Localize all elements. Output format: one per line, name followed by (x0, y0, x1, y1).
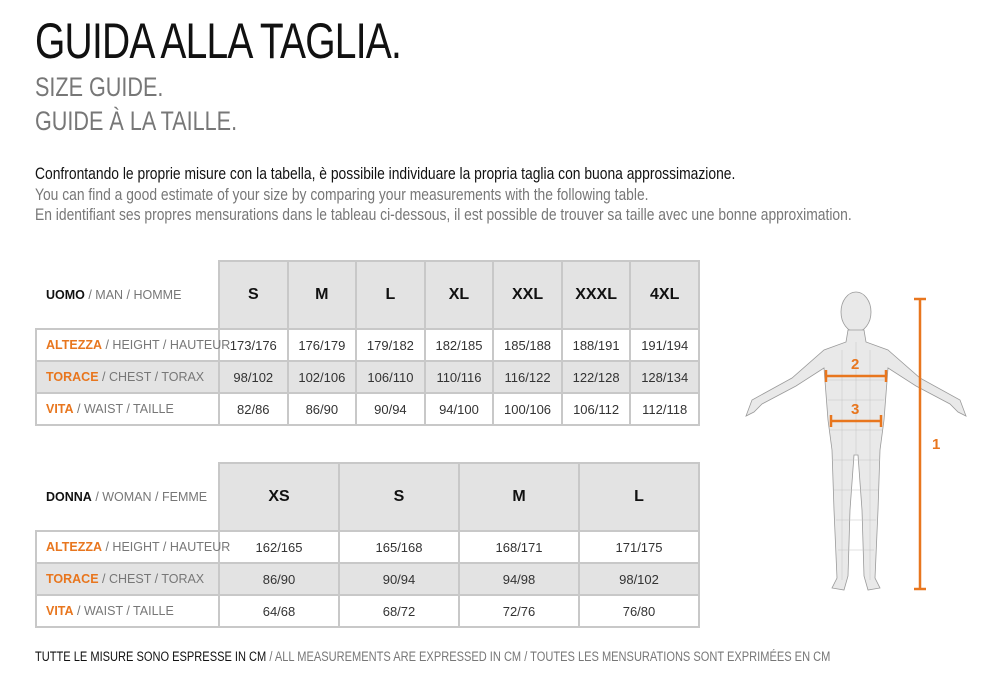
mannequin-figure: 1 2 3 (745, 291, 967, 591)
table-corner-label: DONNA / WOMAN / FEMME (36, 463, 220, 532)
label-rest: / MAN / HOMME (84, 287, 182, 302)
men-size-table: UOMO / MAN / HOMME S M L XL XXL XXXL 4XL ALTEZZA… (35, 260, 700, 426)
table-cell: 116/122 (492, 360, 563, 394)
women-size-table: DONNA / WOMAN / FEMME XS S M L ALTEZZA / HEIG… (35, 462, 700, 628)
footer-it: TUTTE LE MISURE SONO ESPRESSE IN CM (35, 649, 267, 664)
row-label-it: VITA (46, 604, 74, 618)
table-cell: 106/112 (560, 392, 632, 426)
row-label: VITA / WAIST / TAILLE (35, 392, 220, 426)
row-label: ALTEZZA / HEIGHT / HAUTEUR (35, 328, 230, 362)
row-label-rest: / CHEST / TORAX (98, 572, 205, 586)
row-label-rest: / CHEST / TORAX (98, 370, 205, 384)
table-cell: 100/106 (492, 392, 563, 426)
table-cell: 188/191 (560, 328, 632, 362)
row-label-it: TORACE (46, 572, 99, 586)
size-header: L (578, 462, 700, 532)
table-row: VITA / WAIST / TAILLE 82/86 86/90 90/94 94/1… (35, 392, 700, 426)
waist-marker: 3 (851, 401, 859, 418)
table-cell: 72/76 (458, 594, 580, 628)
table-corner-label: UOMO / MAN / HOMME (36, 261, 220, 330)
row-label: TORACE / CHEST / TORAX (35, 360, 220, 394)
size-header: L (355, 260, 426, 330)
label-rest: / WOMAN / FEMME (91, 489, 208, 504)
table-cell: 90/94 (338, 562, 460, 596)
subtitle-fr: GUIDE À LA TAILLE. (35, 106, 238, 136)
table-cell: 176/179 (286, 328, 358, 362)
row-label-rest: / HEIGHT / HAUTEUR (102, 540, 231, 554)
row-label: TORACE / CHEST / TORAX (35, 562, 220, 596)
table-cell: 64/68 (218, 594, 340, 628)
table-cell: 94/100 (423, 392, 495, 426)
intro-en: You can find a good estimate of your siz… (35, 186, 649, 204)
table-row: ALTEZZA / HEIGHT / HAUTEUR 162/165 165/168… (35, 530, 700, 564)
intro-fr: En identifiant ses propres mensurations … (35, 206, 852, 224)
size-header: XL (423, 260, 495, 330)
size-header: M (286, 260, 358, 330)
table-cell: 165/168 (338, 530, 460, 564)
row-label-it: ALTEZZA (46, 540, 103, 554)
table-cell: 98/102 (218, 360, 289, 394)
table-cell: 110/116 (423, 360, 495, 394)
table-cell: 179/182 (355, 328, 426, 362)
footer-rest: / ALL MEASUREMENTS ARE EXPRESSED IN CM /… (266, 649, 831, 664)
size-header: S (338, 462, 460, 532)
table-cell: 82/86 (218, 392, 289, 426)
table-cell: 90/94 (355, 392, 426, 426)
table-cell: 122/128 (560, 360, 632, 394)
row-label-it: ALTEZZA (46, 338, 103, 352)
row-label-it: VITA (46, 402, 74, 416)
row-label: VITA / WAIST / TAILLE (35, 594, 220, 628)
footer-note: TUTTE LE MISURE SONO ESPRESSE IN CM / AL… (35, 649, 830, 664)
table-row: TORACE / CHEST / TORAX 86/90 90/94 94/98 98/… (35, 562, 700, 596)
table-cell: 112/118 (629, 392, 700, 426)
size-header: S (218, 260, 289, 330)
table-row: ALTEZZA / HEIGHT / HAUTEUR 173/176 176/179… (35, 328, 700, 362)
table-cell: 182/185 (423, 328, 495, 362)
table-cell: 86/90 (286, 392, 358, 426)
table-cell: 98/102 (578, 562, 700, 596)
row-label: ALTEZZA / HEIGHT / HAUTEUR (35, 530, 230, 564)
label-it: UOMO (46, 287, 85, 302)
size-header: XXXL (560, 260, 632, 330)
height-marker: 1 (932, 436, 940, 453)
mannequin-mesh (828, 342, 884, 580)
table-cell: 86/90 (218, 562, 340, 596)
table-cell: 106/110 (355, 360, 426, 394)
table-cell: 76/80 (578, 594, 700, 628)
table-cell: 162/165 (218, 530, 340, 564)
table-cell: 185/188 (492, 328, 563, 362)
table-row: TORACE / CHEST / TORAX 98/102 102/106 106/1… (35, 360, 700, 394)
table-cell: 171/175 (578, 530, 700, 564)
page-title: GUIDA ALLA TAGLIA. (35, 13, 402, 69)
table-cell: 128/134 (629, 360, 700, 394)
table-row: VITA / WAIST / TAILLE 64/68 68/72 72/76 76/8… (35, 594, 700, 628)
size-header: XXL (492, 260, 563, 330)
row-label-it: TORACE (46, 370, 99, 384)
row-label-rest: / WAIST / TAILLE (73, 604, 174, 618)
measurement-lines (824, 297, 926, 591)
subtitle-en: SIZE GUIDE. (35, 72, 164, 102)
table-cell: 191/194 (629, 328, 700, 362)
size-header: M (458, 462, 580, 532)
table-cell: 94/98 (458, 562, 580, 596)
row-label-rest: / WAIST / TAILLE (73, 402, 174, 416)
table-cell: 173/176 (218, 328, 289, 362)
chest-marker: 2 (851, 356, 859, 373)
size-header: XS (218, 462, 340, 532)
intro-it: Confrontando le proprie misure con la ta… (35, 165, 736, 183)
table-cell: 168/171 (458, 530, 580, 564)
label-it: DONNA (46, 489, 92, 504)
table-cell: 102/106 (286, 360, 358, 394)
size-header: 4XL (629, 260, 700, 330)
row-label-rest: / HEIGHT / HAUTEUR (102, 338, 231, 352)
table-cell: 68/72 (338, 594, 460, 628)
